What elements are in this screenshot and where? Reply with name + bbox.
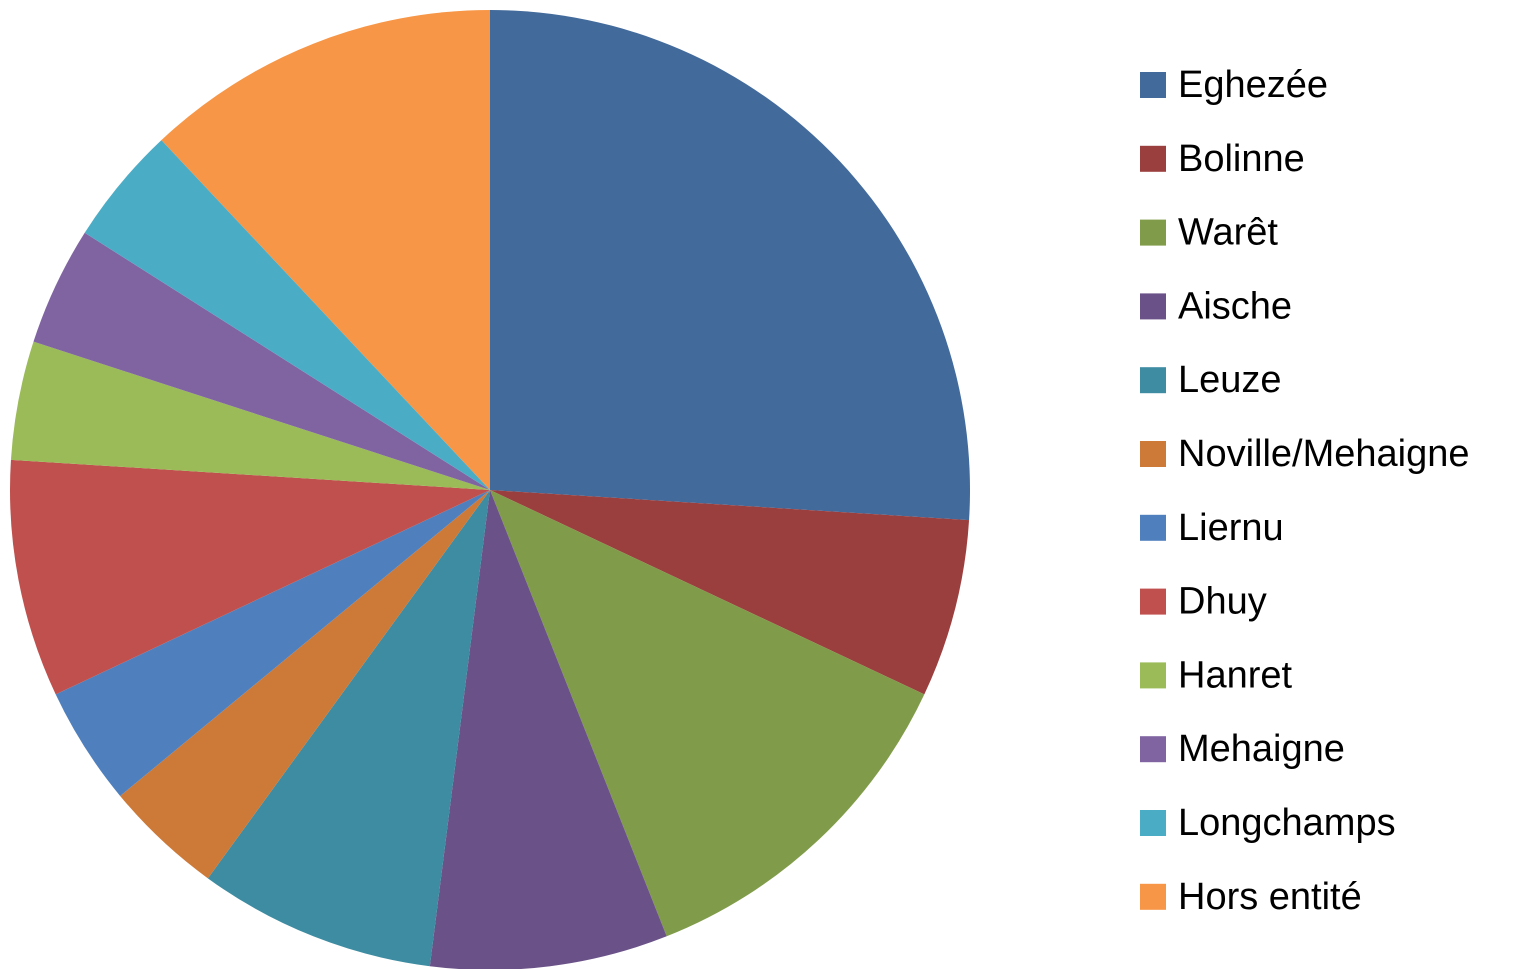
pie-slice — [55, 490, 490, 796]
legend-swatch — [1140, 514, 1166, 541]
legend-label: Noville/Mehaigne — [1178, 433, 1470, 475]
pie-slice — [490, 10, 971, 521]
legend-label: Hanret — [1178, 654, 1292, 696]
pie-slice — [120, 490, 491, 879]
legend-label: Leuze — [1178, 359, 1282, 401]
legend-swatch — [1140, 588, 1166, 615]
legend-swatch — [1140, 219, 1166, 246]
legend-swatch — [1140, 662, 1166, 689]
legend-swatch — [1140, 367, 1166, 394]
legend-label: Dhuy — [1178, 581, 1267, 623]
pie-slice — [207, 490, 490, 967]
pie-slice — [10, 341, 490, 490]
legend-swatch — [1140, 736, 1166, 763]
pie-slice — [9, 459, 491, 695]
legend-label: Hors entité — [1178, 876, 1362, 918]
legend-label: Eghezée — [1178, 64, 1328, 106]
legend-swatch — [1140, 883, 1166, 910]
legend-label: Warêt — [1178, 212, 1278, 254]
legend-label: Aische — [1178, 285, 1292, 327]
legend-label: Bolinne — [1178, 138, 1305, 180]
legend-label: Longchamps — [1178, 802, 1396, 844]
pie-slice — [490, 490, 970, 695]
legend-swatch — [1140, 145, 1166, 172]
legend-label: Mehaigne — [1178, 728, 1345, 770]
legend-swatch — [1140, 293, 1166, 320]
pie-slice — [429, 490, 667, 969]
pie-slice — [490, 490, 925, 937]
pie-slice — [161, 10, 490, 490]
legend-swatch — [1140, 441, 1166, 467]
legend-swatch — [1140, 72, 1166, 98]
legend-swatch — [1140, 810, 1166, 836]
pie-slice — [84, 140, 490, 490]
pie-slice — [33, 232, 491, 490]
legend-label: Liernu — [1178, 507, 1284, 549]
